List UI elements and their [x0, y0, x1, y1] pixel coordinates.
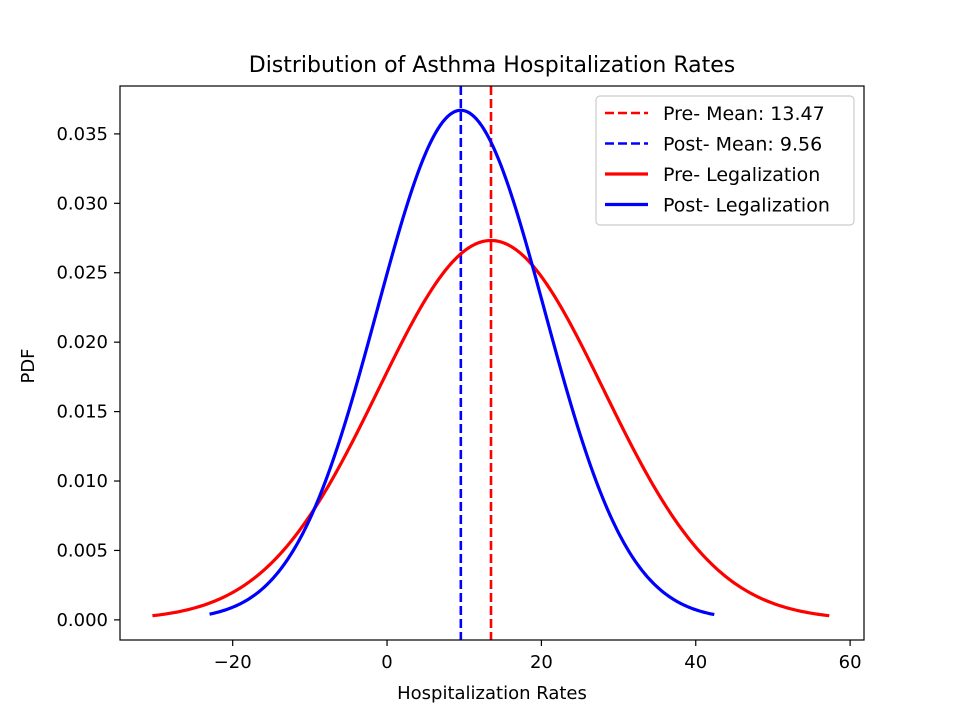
y-tick-label: 0.000	[56, 610, 108, 631]
x-tick-label: 20	[530, 652, 553, 673]
x-tick-label: 0	[381, 652, 392, 673]
plot-area	[152, 86, 830, 640]
legend-label: Pre- Mean: 13.47	[663, 103, 825, 125]
y-tick-label: 0.030	[56, 193, 108, 214]
y-axis-title: PDF	[18, 348, 39, 383]
y-tick-label: 0.025	[56, 263, 108, 284]
x-axis-title: Hospitalization Rates	[397, 683, 587, 704]
legend: Pre- Mean: 13.47 Post- Mean: 9.56 Pre- Leg…	[595, 95, 855, 226]
legend-label: Pre- Legalization	[663, 164, 820, 186]
y-tick-label: 0.010	[56, 471, 108, 492]
series-line-0	[152, 238, 830, 618]
legend-label: Post- Mean: 9.56	[663, 134, 822, 156]
series-line-1	[209, 108, 715, 617]
legend-label: Post- Legalization	[663, 195, 830, 217]
x-tick-label: 60	[839, 652, 862, 673]
plot-inner	[152, 86, 830, 640]
x-tick-label: −20	[214, 652, 252, 673]
y-tick-label: 0.005	[56, 540, 108, 561]
y-tick-label: 0.020	[56, 332, 108, 353]
y-tick-label: 0.035	[56, 124, 108, 145]
chart-title: Distribution of Asthma Hospitalization R…	[249, 53, 735, 78]
legend-box	[595, 95, 855, 226]
axes: −20 0 20 40 60 0.000 0.005 0.010 0.015 0.020 0.025…	[56, 85, 865, 673]
axes-frame	[119, 85, 865, 641]
y-tick-label: 0.015	[56, 402, 108, 423]
x-tick-label: 40	[684, 652, 707, 673]
